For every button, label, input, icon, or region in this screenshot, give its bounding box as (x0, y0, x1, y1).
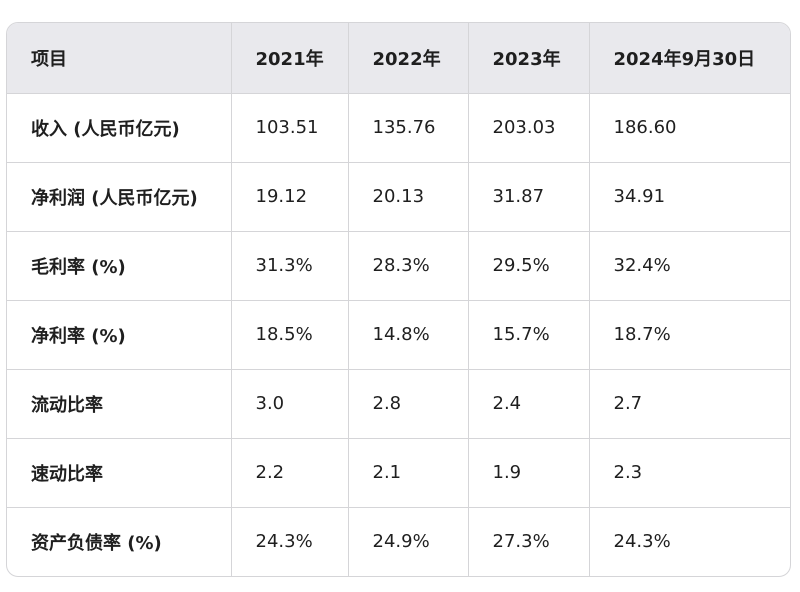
row-label: 收入 (人民币亿元) (7, 93, 232, 163)
table-cell: 2.7 (589, 369, 790, 439)
table-header-row: 项目 2021年 2022年 2023年 2024年9月30日 (7, 23, 790, 94)
table-cell: 31.3% (231, 231, 349, 301)
table-cell: 18.7% (589, 300, 790, 370)
table-row: 毛利率 (%) 31.3% 28.3% 29.5% 32.4% (7, 231, 790, 301)
header-2022: 2022年 (348, 23, 469, 94)
row-label: 净利率 (%) (7, 300, 232, 370)
row-label: 流动比率 (7, 369, 232, 439)
table-row: 净利润 (人民币亿元) 19.12 20.13 31.87 34.91 (7, 162, 790, 232)
header-2024-q3: 2024年9月30日 (589, 23, 790, 94)
table-cell: 19.12 (231, 162, 349, 232)
table-cell: 14.8% (348, 300, 469, 370)
table-cell: 27.3% (468, 507, 590, 576)
table-cell: 28.3% (348, 231, 469, 301)
table-cell: 20.13 (348, 162, 469, 232)
table-row: 资产负债率 (%) 24.3% 24.9% 27.3% 24.3% (7, 507, 790, 576)
table-cell: 135.76 (348, 93, 469, 163)
header-item: 项目 (7, 23, 232, 94)
header-2021: 2021年 (231, 23, 349, 94)
row-label: 速动比率 (7, 438, 232, 508)
financial-table: 项目 2021年 2022年 2023年 2024年9月30日 收入 (人民币亿… (7, 23, 790, 576)
table-cell: 3.0 (231, 369, 349, 439)
row-label: 净利润 (人民币亿元) (7, 162, 232, 232)
header-2023: 2023年 (468, 23, 590, 94)
table-cell: 34.91 (589, 162, 790, 232)
table-cell: 24.9% (348, 507, 469, 576)
table-row: 速动比率 2.2 2.1 1.9 2.3 (7, 438, 790, 508)
table-cell: 2.1 (348, 438, 469, 508)
table-cell: 1.9 (468, 438, 590, 508)
table-cell: 31.87 (468, 162, 590, 232)
table-cell: 2.3 (589, 438, 790, 508)
financial-table-card: 项目 2021年 2022年 2023年 2024年9月30日 收入 (人民币亿… (6, 22, 791, 577)
row-label: 资产负债率 (%) (7, 507, 232, 576)
table-cell: 32.4% (589, 231, 790, 301)
table-cell: 29.5% (468, 231, 590, 301)
table-row: 流动比率 3.0 2.8 2.4 2.7 (7, 369, 790, 439)
table-cell: 103.51 (231, 93, 349, 163)
table-cell: 2.8 (348, 369, 469, 439)
table-row: 净利率 (%) 18.5% 14.8% 15.7% 18.7% (7, 300, 790, 370)
table-cell: 24.3% (613, 531, 671, 553)
table-cell: 2.2 (231, 438, 349, 508)
table-cell: 24.3% (231, 507, 349, 576)
table-row: 收入 (人民币亿元) 103.51 135.76 203.03 186.60 (7, 93, 790, 163)
table-cell: 203.03 (468, 93, 590, 163)
row-label: 毛利率 (%) (7, 231, 232, 301)
table-cell: 2.4 (468, 369, 590, 439)
table-cell: 186.60 (589, 93, 790, 163)
table-cell: 18.5% (231, 300, 349, 370)
table-cell: 15.7% (468, 300, 590, 370)
